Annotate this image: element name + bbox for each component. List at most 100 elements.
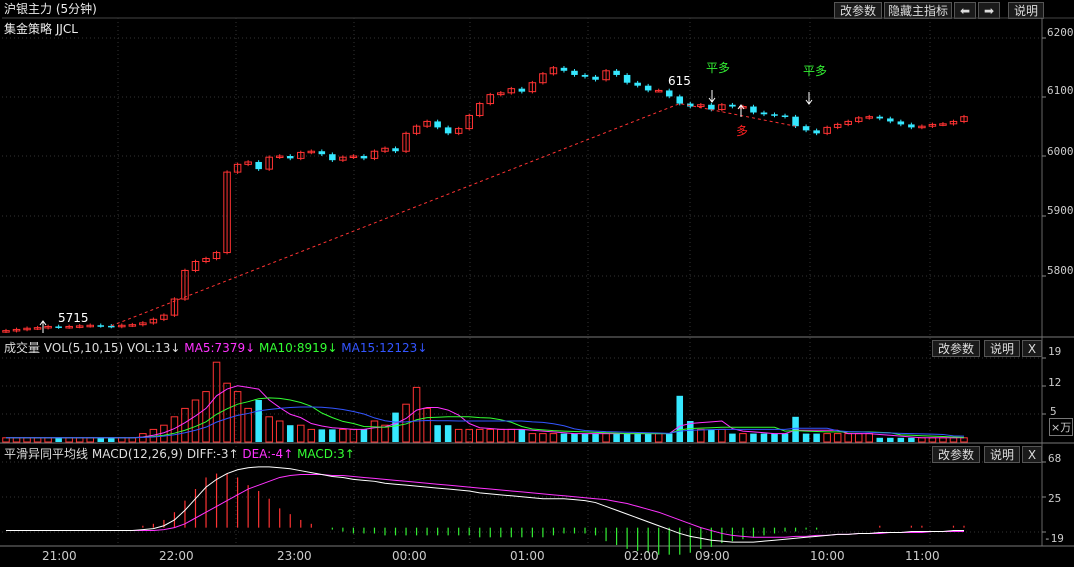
candle-body bbox=[255, 161, 262, 170]
volume-bar bbox=[507, 428, 516, 443]
volume-panel-title: 成交量 bbox=[4, 341, 41, 355]
volume-bar bbox=[623, 433, 631, 442]
candle-body bbox=[539, 73, 547, 84]
candle-body bbox=[750, 106, 757, 113]
volume-bar bbox=[750, 433, 757, 442]
candle-body bbox=[360, 156, 368, 159]
macd-close-button[interactable]: X bbox=[1022, 446, 1042, 463]
volume-change-params-button[interactable]: 改参数 bbox=[932, 340, 980, 357]
volume-bar bbox=[339, 428, 347, 443]
candle-body bbox=[286, 156, 294, 159]
volume-bar bbox=[602, 433, 610, 443]
volume-bar bbox=[434, 425, 441, 442]
volume-bar bbox=[949, 437, 958, 443]
candle-body bbox=[223, 171, 231, 254]
volume-bar bbox=[33, 437, 42, 443]
candle-body bbox=[97, 325, 105, 327]
volume-title: 成交量 VOL(5,10,15) VOL:13↓ MA5:7379↓ MA10:… bbox=[4, 341, 427, 355]
time-tick: 21:00 bbox=[42, 549, 77, 563]
volume-ma5-line bbox=[6, 385, 964, 439]
candle-body bbox=[12, 328, 21, 332]
volume-bar bbox=[528, 433, 537, 443]
volume-bar bbox=[771, 433, 778, 442]
candle-body bbox=[33, 327, 42, 330]
volume-bar bbox=[255, 400, 262, 442]
candle-body bbox=[170, 298, 179, 316]
sell-arrow-icon bbox=[708, 97, 716, 103]
macd-help-button[interactable]: 说明 bbox=[984, 446, 1020, 463]
volume-bar bbox=[939, 437, 947, 443]
volume-bar bbox=[897, 437, 905, 442]
volume-help-button[interactable]: 说明 bbox=[984, 340, 1020, 357]
volume-bar bbox=[444, 425, 452, 442]
candle-body bbox=[802, 126, 810, 131]
volume-bar bbox=[286, 425, 294, 442]
candle-body bbox=[265, 156, 273, 170]
candle-body bbox=[634, 82, 641, 86]
volume-bar bbox=[760, 433, 768, 442]
macd-title: 平滑异同平均线 MACD(12,26,9) DIFF:-3↑ DEA:-4↑ M… bbox=[4, 447, 355, 461]
volume-bar bbox=[613, 433, 620, 442]
candle-body bbox=[118, 324, 126, 328]
candle-body bbox=[939, 123, 947, 126]
volume-bar bbox=[86, 437, 94, 443]
volume-bar bbox=[244, 407, 252, 443]
volume-bar bbox=[75, 437, 84, 443]
price-tick: 5900 bbox=[1047, 204, 1074, 217]
volume-bar bbox=[307, 428, 316, 443]
volume-close-button[interactable]: X bbox=[1022, 340, 1042, 357]
volume-bar bbox=[676, 395, 684, 442]
trend-line bbox=[111, 103, 796, 327]
volume-bar bbox=[370, 420, 379, 443]
volume-bar bbox=[718, 428, 726, 443]
volume-bar bbox=[202, 391, 210, 443]
volume-bar bbox=[518, 429, 526, 442]
volume-bar bbox=[918, 437, 926, 443]
volume-indicator-name: VOL(5,10,15) bbox=[43, 341, 124, 355]
vol-ma5-value: MA5:7379↓ bbox=[184, 341, 256, 355]
volume-bar bbox=[833, 433, 842, 443]
candle-body bbox=[444, 127, 452, 134]
candle-body bbox=[665, 90, 673, 97]
volume-bar bbox=[12, 437, 21, 443]
volume-bar bbox=[55, 437, 62, 442]
candle-body bbox=[402, 132, 410, 152]
strategy-label: 集金策略 JJCL bbox=[4, 22, 78, 36]
candle-body bbox=[949, 120, 958, 125]
candle-body bbox=[908, 124, 915, 128]
macd-indicator-name: MACD(12,26,9) bbox=[91, 447, 183, 461]
volume-bar bbox=[360, 429, 368, 442]
volume-bar bbox=[644, 433, 652, 442]
time-tick: 02:00 bbox=[624, 549, 659, 563]
volume-bar bbox=[654, 433, 663, 443]
volume-ma15-line bbox=[6, 406, 965, 439]
candle-body bbox=[623, 74, 631, 83]
candle-body bbox=[454, 128, 463, 134]
volume-bar bbox=[2, 437, 10, 443]
volume-bar bbox=[233, 391, 242, 443]
ping-duo-signal-2: 平多 bbox=[803, 64, 828, 78]
volume-ma10-line bbox=[6, 397, 965, 439]
macd-change-params-button[interactable]: 改参数 bbox=[932, 446, 980, 463]
volume-bar bbox=[223, 382, 231, 443]
macd-tick: -19 bbox=[1044, 532, 1064, 545]
candle-body bbox=[318, 151, 326, 155]
volume-bar bbox=[454, 428, 463, 443]
volume-bar bbox=[665, 433, 673, 442]
candle-body bbox=[718, 104, 726, 111]
candle-body bbox=[349, 155, 358, 159]
candle-body bbox=[887, 118, 894, 122]
candle-body bbox=[644, 85, 652, 91]
candle-body bbox=[697, 104, 705, 108]
candle-body bbox=[876, 116, 884, 119]
candle-body bbox=[960, 116, 968, 122]
volume-bar bbox=[297, 424, 305, 443]
candle-body bbox=[613, 70, 620, 75]
candle-body bbox=[244, 161, 252, 165]
volume-bar bbox=[581, 433, 589, 442]
volume-bar bbox=[349, 428, 358, 443]
volume-bar bbox=[908, 437, 915, 442]
volume-bar bbox=[329, 429, 336, 442]
macd-diff-value: DIFF:-3↑ bbox=[186, 447, 239, 461]
volume-bar bbox=[381, 424, 389, 443]
